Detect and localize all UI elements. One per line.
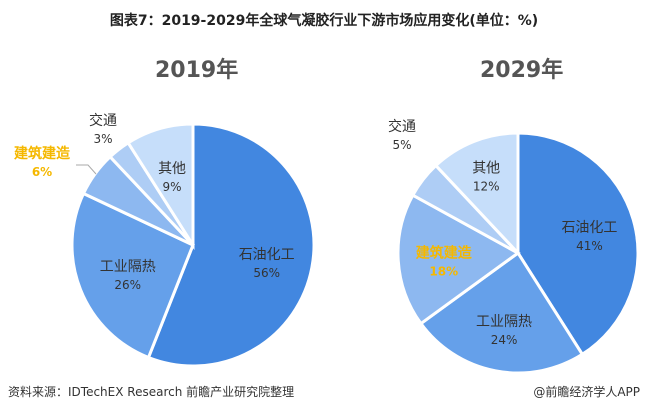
pie-slice-2029-1 <box>418 250 585 375</box>
pie-slice-2019-4 <box>126 122 195 251</box>
data-label: 26% <box>114 278 141 292</box>
data-label: 5% <box>392 138 411 152</box>
data-label: 41% <box>576 239 603 253</box>
chart-title: 图表7：2019-2029年全球气凝胶行业下游市场应用变化(单位：%) <box>109 13 539 29</box>
category-label: 工业隔热 <box>100 259 156 275</box>
data-label: 6% <box>32 165 52 179</box>
category-label: 交通 <box>388 118 416 135</box>
pie-slice-2029-4 <box>433 131 520 257</box>
category-label: 建筑建造 <box>14 145 70 162</box>
pie-title-2029: 2029年 <box>480 58 564 83</box>
source-note: 资料来源：IDTechEX Research 前瞻产业研究院整理 <box>8 385 295 399</box>
data-label: 18% <box>429 265 458 279</box>
data-label: 3% <box>93 132 112 146</box>
data-label: 9% <box>163 180 182 194</box>
pie-slice-2029-2 <box>396 193 521 326</box>
data-label: 12% <box>473 180 500 194</box>
pie-title-2019: 2019年 <box>155 58 239 83</box>
category-label: 其他 <box>158 161 186 177</box>
data-label: 24% <box>491 333 518 347</box>
pie-slice-2019-0 <box>146 122 316 368</box>
category-label: 交通 <box>89 112 117 129</box>
category-label: 建筑建造 <box>416 245 472 262</box>
data-label: 56% <box>253 266 280 280</box>
category-label: 其他 <box>472 161 500 177</box>
category-label: 石油化工 <box>561 220 617 236</box>
pie-slice-2019-1 <box>70 191 195 360</box>
category-label: 石油化工 <box>239 247 295 263</box>
leader-line <box>76 164 97 175</box>
credit: @前瞻经济学人APP <box>533 385 640 399</box>
category-label: 工业隔热 <box>476 314 532 330</box>
